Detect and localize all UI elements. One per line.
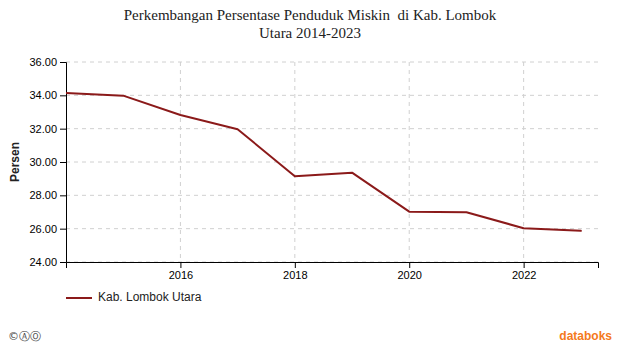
grid-line-y [66,195,598,196]
y-tick-mark [60,95,66,96]
legend: Kab. Lombok Utara [66,290,202,304]
title: Perkembangan Persentase Penduduk Miskin … [124,7,497,41]
grid-line-y [66,62,598,63]
marks [66,93,581,231]
title-line: Perkembangan Persentase Penduduk Miskin … [124,7,497,23]
x-tick-label: 2022 [512,269,536,281]
x-axis: 2016 2018 2020 2022 [67,262,599,281]
y-tick: 28.00 [29,189,66,201]
x-tick: 2018 [283,262,307,281]
y-axis-title: Persen [8,142,22,182]
y-axis: 24.00 26.00 28.00 30.00 32.00 34.00 36.00 [29,56,66,268]
y-tick-label: 30.00 [29,156,57,168]
grid-line-y [66,128,598,129]
legend-swatch [66,297,92,299]
y-tick-mark [60,229,66,230]
x-tick: 2020 [397,262,421,281]
title-line: Utara 2014-2023 [259,25,361,41]
plot: 24.0026.0028.0030.0032.0034.0036.0020162… [29,56,598,281]
x-tick-label: 2020 [397,269,421,281]
y-tick: 32.00 [29,123,66,135]
y-tick: 34.00 [29,89,66,101]
chart: Perkembangan Persentase Penduduk Miskin … [0,0,620,348]
grid-line-x [409,62,410,262]
y-tick-mark [60,62,66,63]
y-tick: 36.00 [29,56,66,68]
y-tick-label: 24.00 [29,256,57,268]
grid-line-x [294,62,295,262]
y-tick: 26.00 [29,223,66,235]
y-tick-mark [60,195,66,196]
x-tick-mark [295,262,296,268]
y-tick-mark [60,162,66,163]
grid-line-y [66,228,598,229]
x-tick: 2022 [512,262,536,281]
y-tick-label: 28.00 [29,189,57,201]
y-tick: 24.00 [29,256,66,268]
y-axis-line [60,63,67,263]
legend-label: Kab. Lombok Utara [98,290,202,304]
y-tick-mark [60,129,66,130]
grid-line-x [523,62,524,262]
y-tick-label: 26.00 [29,223,57,235]
line [66,93,581,231]
y-tick-label: 32.00 [29,123,57,135]
grid-line-y [66,162,598,163]
x-tick-label: 2016 [169,269,193,281]
y-tick-label: 34.00 [29,89,57,101]
y-tick-mark [60,262,66,263]
watermark: databoks [559,329,612,343]
copyright-icons: ©ⒶⓄ [8,330,41,343]
grid [66,62,598,262]
x-axis-line [67,263,599,269]
legend-item: Kab. Lombok Utara [66,290,202,304]
y-tick-label: 36.00 [29,56,57,68]
grid-line-y [66,95,598,96]
x-tick-mark [180,262,181,268]
grid-line-x [180,62,181,262]
x-tick: 2016 [169,262,193,281]
x-tick-mark [524,262,525,268]
x-tick-mark [409,262,410,268]
y-tick: 30.00 [29,156,66,168]
x-tick-label: 2018 [283,269,307,281]
